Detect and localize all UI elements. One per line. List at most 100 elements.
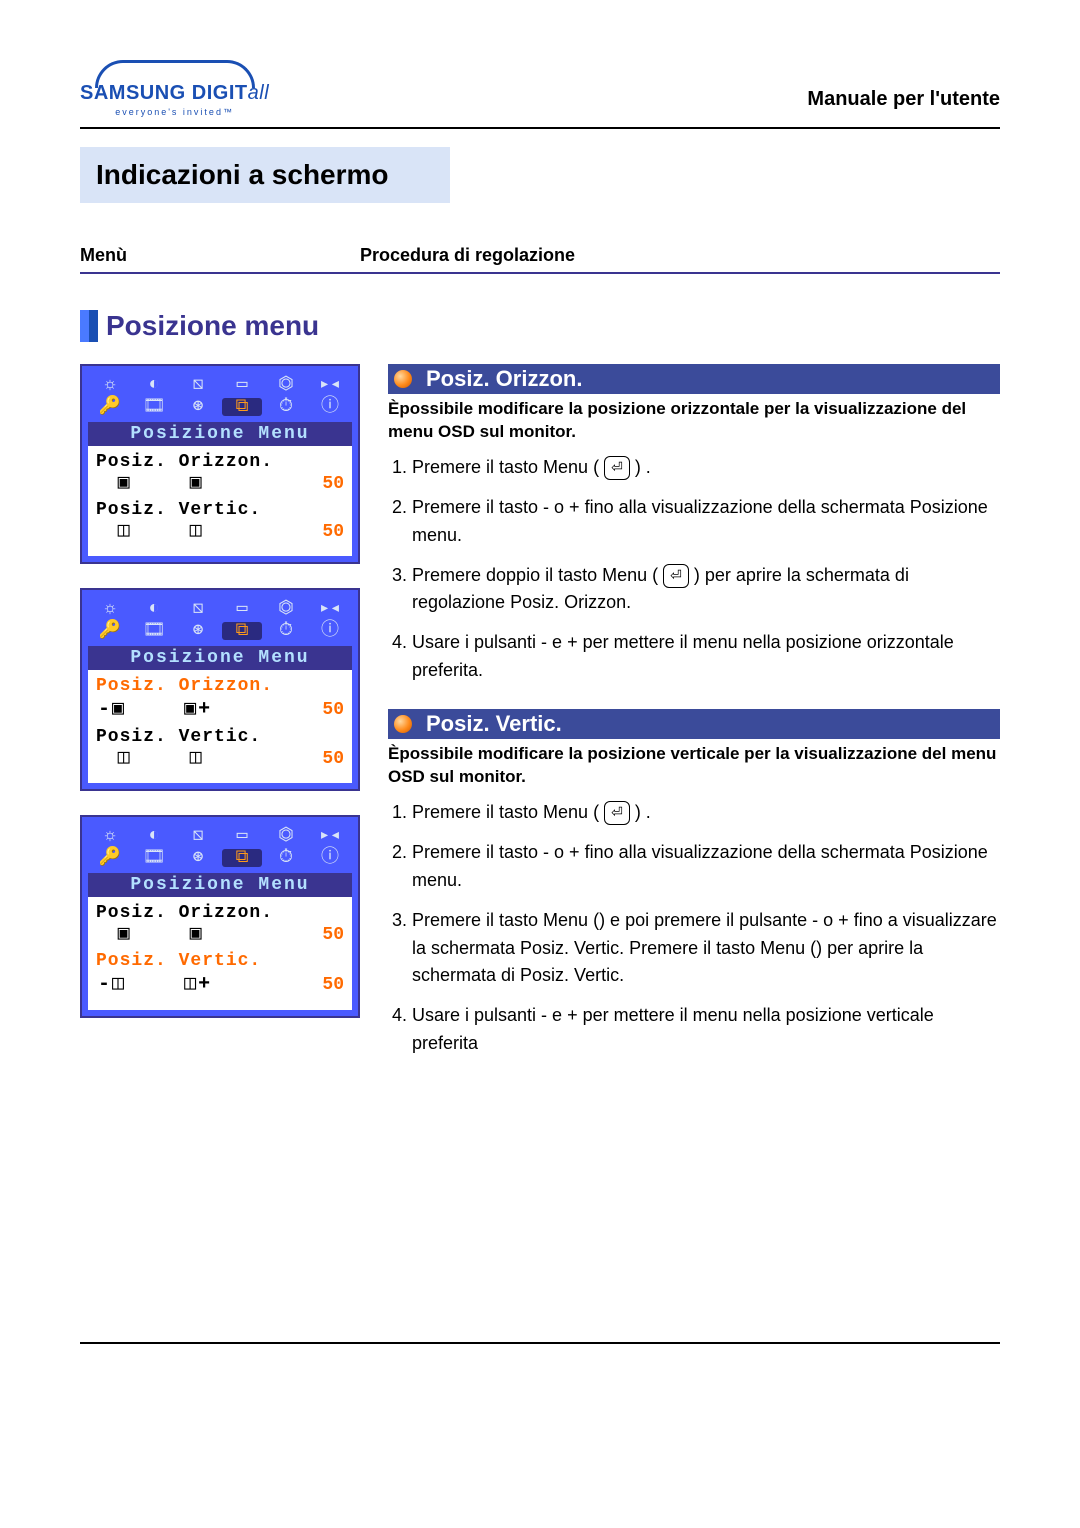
osd-icon: 🎞 — [134, 849, 174, 867]
osd-value: 50 — [322, 474, 344, 494]
osd-item-vert-row: ◫◫ 50 — [96, 522, 344, 542]
osd-panel: ☼◐⧅▭⏣▸◂🔑🎞⊛⧉⏱ⓘPosizione Menu Posiz. Orizzo… — [80, 364, 360, 564]
osd-menu-label: Posizione Menu — [88, 873, 352, 897]
osd-glyph-left-icon: ◫ — [118, 749, 130, 769]
minus-icon: - — [96, 973, 112, 996]
osd-icon: ⧅ — [178, 600, 218, 618]
osd-glyph-left-icon: ▣ — [118, 474, 130, 494]
osd-value: 50 — [322, 522, 344, 542]
osd-body: Posiz. Orizzon.-▣▣+50Posiz. Vertic. ◫◫ 5… — [88, 670, 352, 783]
manual-label: Manuale per l'utente — [807, 88, 1000, 111]
osd-icon: ⧅ — [178, 827, 218, 845]
osd-icon-grid: ☼◐⧅▭⏣▸◂🔑🎞⊛⧉⏱ⓘ — [88, 372, 352, 422]
step-item: Premere il tasto - o + fino alla visuali… — [412, 839, 1000, 895]
content-columns: ☼◐⧅▭⏣▸◂🔑🎞⊛⧉⏱ⓘPosizione MenuPosiz. Orizzo… — [80, 364, 1000, 1082]
step-item: Usare i pulsanti - e + per mettere il me… — [412, 1002, 1000, 1058]
osd-icon: ⧉ — [222, 622, 262, 640]
osd-value: 50 — [322, 975, 344, 995]
osd-icon: ⓘ — [310, 849, 350, 867]
osd-icon: ⏱ — [266, 849, 306, 867]
osd-icon: ☼ — [90, 827, 130, 845]
instructions-column: Posiz. Orizzon. Èpossibile modificare la… — [388, 364, 1000, 1082]
osd-item-horiz-row: ▣ ▣ 50 — [96, 474, 344, 494]
plus-icon: + — [196, 698, 212, 721]
osd-icon: ▸◂ — [310, 600, 350, 618]
osd-menu-label: Posizione Menu — [88, 422, 352, 446]
step-item: Premere doppio il tasto Menu ( ⏎ ) per a… — [412, 562, 1000, 618]
section-mark-icon — [80, 310, 98, 342]
subsection-title-horiz: Posiz. Orizzon. — [426, 366, 582, 392]
osd-icon: ⧉ — [222, 398, 262, 416]
menu-button-icon: ⏎ — [663, 564, 689, 588]
column-header-row: Menù Procedura di regolazione — [80, 245, 1000, 274]
osd-body: Posiz. Orizzon. ▣▣ 50Posiz. Vertic.-◫◫+5… — [88, 897, 352, 1010]
osd-body: Posiz. Orizzon. ▣▣ 50Posiz. Vertic. ◫◫ 5… — [88, 446, 352, 556]
osd-icon: ⊛ — [178, 622, 218, 640]
divider-top — [80, 127, 1000, 129]
osd-icon: ⊛ — [178, 398, 218, 416]
brand-name: SAMSUNG DIGITall — [80, 82, 269, 105]
osd-glyph-right-icon: ▣ — [190, 474, 202, 494]
step-item: Premere il tasto - o + fino alla visuali… — [412, 494, 1000, 550]
minus-icon: - — [96, 698, 112, 721]
osd-icon: ◐ — [134, 600, 174, 618]
osd-icon: ⏣ — [266, 600, 306, 618]
bullet-icon — [394, 715, 412, 733]
osd-item-horiz-row: ▣▣ 50 — [96, 925, 344, 945]
osd-item-vert-row: ◫ ◫ 50 — [96, 749, 344, 769]
step-item: Premere il tasto Menu ( ⏎ ) . — [412, 454, 1000, 482]
osd-menu-label: Posizione Menu — [88, 646, 352, 670]
osd-icon: 🎞 — [134, 398, 174, 416]
osd-icon: ▭ — [222, 827, 262, 845]
bullet-icon — [394, 370, 412, 388]
osd-item-vert-row: -◫◫+50 — [96, 973, 344, 996]
step-item: Usare i pulsanti - e + per mettere il me… — [412, 629, 1000, 685]
osd-glyph-right-icon: ◫ — [190, 522, 202, 542]
osd-glyph-right-icon: ◫ — [190, 749, 202, 769]
page-title: Indicazioni a schermo — [96, 159, 389, 190]
osd-icon: ⏱ — [266, 622, 306, 640]
osd-icon: ⓘ — [310, 622, 350, 640]
osd-icon: ⧅ — [178, 376, 218, 394]
osd-item-vert-label: Posiz. Vertic. — [96, 500, 344, 520]
osd-item-horiz-label: Posiz. Orizzon. — [96, 903, 344, 923]
subsection-header-horiz: Posiz. Orizzon. — [388, 364, 1000, 394]
step-item: Premere il tasto Menu () e poi premere i… — [412, 907, 1000, 991]
osd-icon: ▭ — [222, 600, 262, 618]
osd-icon: 🔑 — [90, 398, 130, 416]
osd-glyph-left-icon: ▣ — [118, 925, 130, 945]
brand-tagline: everyone's invited™ — [115, 107, 234, 117]
osd-column: ☼◐⧅▭⏣▸◂🔑🎞⊛⧉⏱ⓘPosizione MenuPosiz. Orizzo… — [80, 364, 360, 1082]
osd-icon: 🎞 — [134, 622, 174, 640]
subsection-desc-vert: Èpossibile modificare la posizione verti… — [388, 743, 1000, 789]
osd-icon: ⊛ — [178, 849, 218, 867]
osd-icon: ☼ — [90, 376, 130, 394]
osd-icon: ⓘ — [310, 398, 350, 416]
osd-glyph-right-icon: ◫ — [184, 975, 196, 995]
osd-panel: ☼◐⧅▭⏣▸◂🔑🎞⊛⧉⏱ⓘPosizione Menu Posiz. Orizzo… — [80, 815, 360, 1018]
osd-icon-grid: ☼◐⧅▭⏣▸◂🔑🎞⊛⧉⏱ⓘ — [88, 823, 352, 873]
osd-glyph-right-icon: ▣ — [184, 700, 196, 720]
section-title-row: Posizione menu — [80, 310, 1000, 342]
menu-button-icon: ⏎ — [604, 456, 630, 480]
osd-item-horiz-label: Posiz. Orizzon. — [96, 452, 344, 472]
step-item: Premere il tasto Menu ( ⏎ ) . — [412, 799, 1000, 827]
subsection-title-vert: Posiz. Vertic. — [426, 711, 562, 737]
osd-value: 50 — [322, 749, 344, 769]
osd-icon-grid: ☼◐⧅▭⏣▸◂🔑🎞⊛⧉⏱ⓘ — [88, 596, 352, 646]
menu-button-icon: ⏎ — [604, 801, 630, 825]
header-row: SAMSUNG DIGITall everyone's invited™ Man… — [80, 60, 1000, 117]
osd-icon: ☼ — [90, 600, 130, 618]
osd-glyph-left-icon: ▣ — [112, 700, 124, 720]
col-header-menu: Menù — [80, 245, 360, 266]
osd-icon: ⏱ — [266, 398, 306, 416]
osd-value: 50 — [322, 925, 344, 945]
steps-list-horiz: Premere il tasto Menu ( ⏎ ) . Premere il … — [388, 454, 1000, 685]
osd-icon: 🔑 — [90, 849, 130, 867]
osd-icon: ◐ — [134, 827, 174, 845]
divider-bottom — [80, 1342, 1000, 1344]
osd-value: 50 — [322, 700, 344, 720]
osd-item-horiz-label: Posiz. Orizzon. — [96, 676, 344, 696]
osd-item-vert-label: Posiz. Vertic. — [96, 727, 344, 747]
osd-icon: ⏣ — [266, 827, 306, 845]
